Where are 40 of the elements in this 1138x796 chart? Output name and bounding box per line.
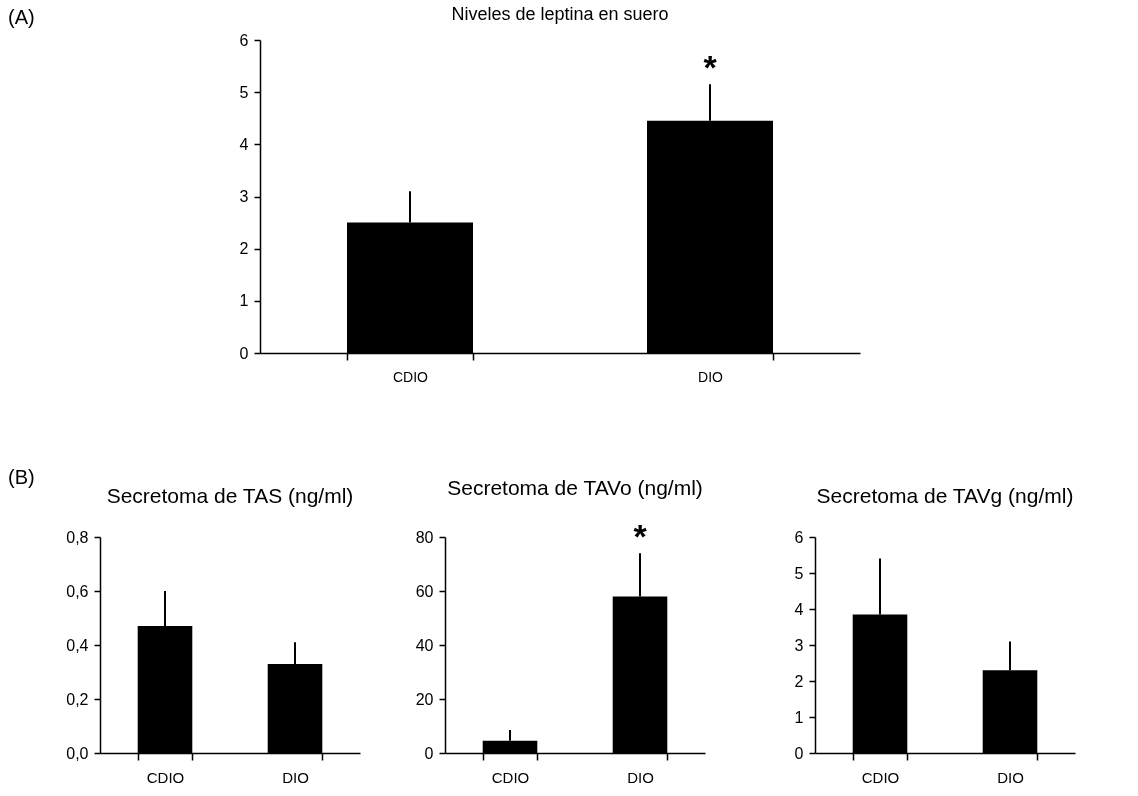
x-tick-label: CDIO bbox=[861, 768, 900, 786]
chart-title: Secretoma de TAVg (ng/ml) bbox=[816, 484, 1074, 507]
y-tick-label: 40 bbox=[415, 636, 434, 654]
y-tick-label: 2 bbox=[239, 240, 249, 258]
annotation: * bbox=[703, 48, 718, 87]
annotation: * bbox=[633, 517, 648, 556]
x-tick-label: DIO bbox=[627, 768, 654, 786]
y-tick-label: 0,2 bbox=[66, 690, 89, 708]
x-tick-label: CDIO bbox=[393, 368, 429, 385]
y-tick-label: 3 bbox=[239, 188, 249, 205]
y-tick-label: 4 bbox=[794, 600, 804, 618]
x-tick-label: DIO bbox=[282, 768, 309, 786]
y-tick-label: 0,6 bbox=[66, 582, 89, 600]
x-tick-label: DIO bbox=[997, 768, 1024, 786]
y-tick-label: 1 bbox=[239, 292, 249, 310]
y-tick-label: 1 bbox=[794, 708, 804, 726]
x-tick-label: DIO bbox=[698, 368, 724, 385]
y-tick-label: 80 bbox=[415, 528, 434, 546]
text: (B) bbox=[8, 466, 35, 489]
y-tick-label: 0,0 bbox=[66, 744, 89, 762]
y-tick-label: 0 bbox=[239, 344, 249, 362]
chart-title: Niveles de leptina en suero bbox=[451, 4, 669, 24]
y-tick-label: 2 bbox=[794, 672, 804, 690]
chart-title: Secretoma de TAS (ng/ml) bbox=[106, 484, 354, 507]
y-tick-label: 3 bbox=[794, 636, 804, 654]
y-tick-label: 20 bbox=[415, 690, 434, 708]
x-tick-label: CDIO bbox=[491, 768, 530, 786]
y-tick-label: 0 bbox=[794, 744, 804, 762]
y-tick-label: 0 bbox=[424, 744, 434, 762]
x-tick-label: CDIO bbox=[146, 768, 185, 786]
y-tick-label: 5 bbox=[239, 83, 249, 101]
y-tick-label: 0,4 bbox=[66, 636, 89, 654]
y-tick-label: 5 bbox=[794, 564, 804, 582]
y-tick-label: 4 bbox=[239, 135, 249, 153]
y-tick-label: 6 bbox=[794, 528, 804, 546]
y-tick-label: 0,8 bbox=[66, 528, 89, 546]
text: (A) bbox=[8, 6, 35, 29]
chart-title: Secretoma de TAVo (ng/ml) bbox=[447, 476, 703, 500]
y-tick-label: 60 bbox=[415, 582, 434, 600]
y-tick-label: 6 bbox=[239, 31, 249, 49]
